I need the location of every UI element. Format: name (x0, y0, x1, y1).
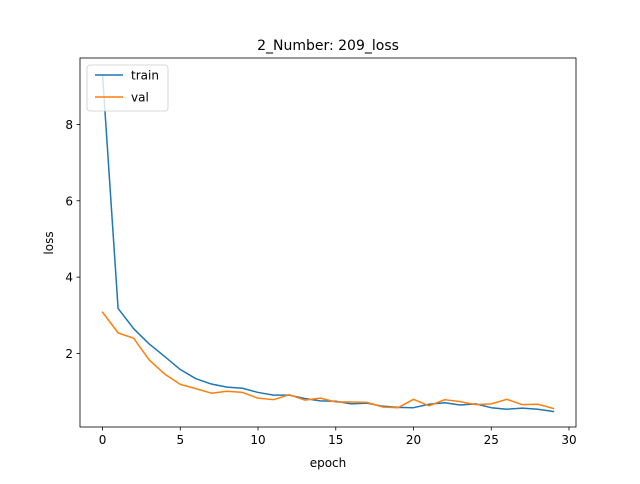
series-line-val (101, 311, 555, 410)
x-axis-label: epoch (310, 456, 347, 470)
y-tick-label: 8 (65, 118, 73, 132)
plot-frame (79, 57, 577, 428)
x-axis-ticks: 0 5 10 15 20 25 30 (99, 427, 577, 447)
x-tick-label: 15 (328, 433, 343, 447)
y-tick-label: 4 (65, 271, 73, 285)
legend: train val (86, 64, 169, 112)
legend-box (86, 64, 169, 112)
legend-label-val: val (131, 91, 149, 105)
x-tick-label: 0 (99, 433, 107, 447)
plot-area-background (80, 58, 576, 427)
chart-title: 2_Number: 209_loss (257, 38, 399, 54)
y-axis-ticks: 2 4 6 8 (65, 118, 80, 361)
x-tick-label: 5 (176, 433, 184, 447)
y-axis-label: loss (42, 231, 56, 254)
y-tick-label: 6 (65, 194, 73, 208)
y-tick-label: 2 (65, 347, 73, 361)
series-lines (101, 73, 555, 413)
x-tick-label: 25 (484, 433, 499, 447)
x-tick-label: 30 (561, 433, 576, 447)
x-tick-label: 20 (406, 433, 421, 447)
x-tick-label: 10 (250, 433, 265, 447)
legend-label-train: train (131, 69, 159, 83)
